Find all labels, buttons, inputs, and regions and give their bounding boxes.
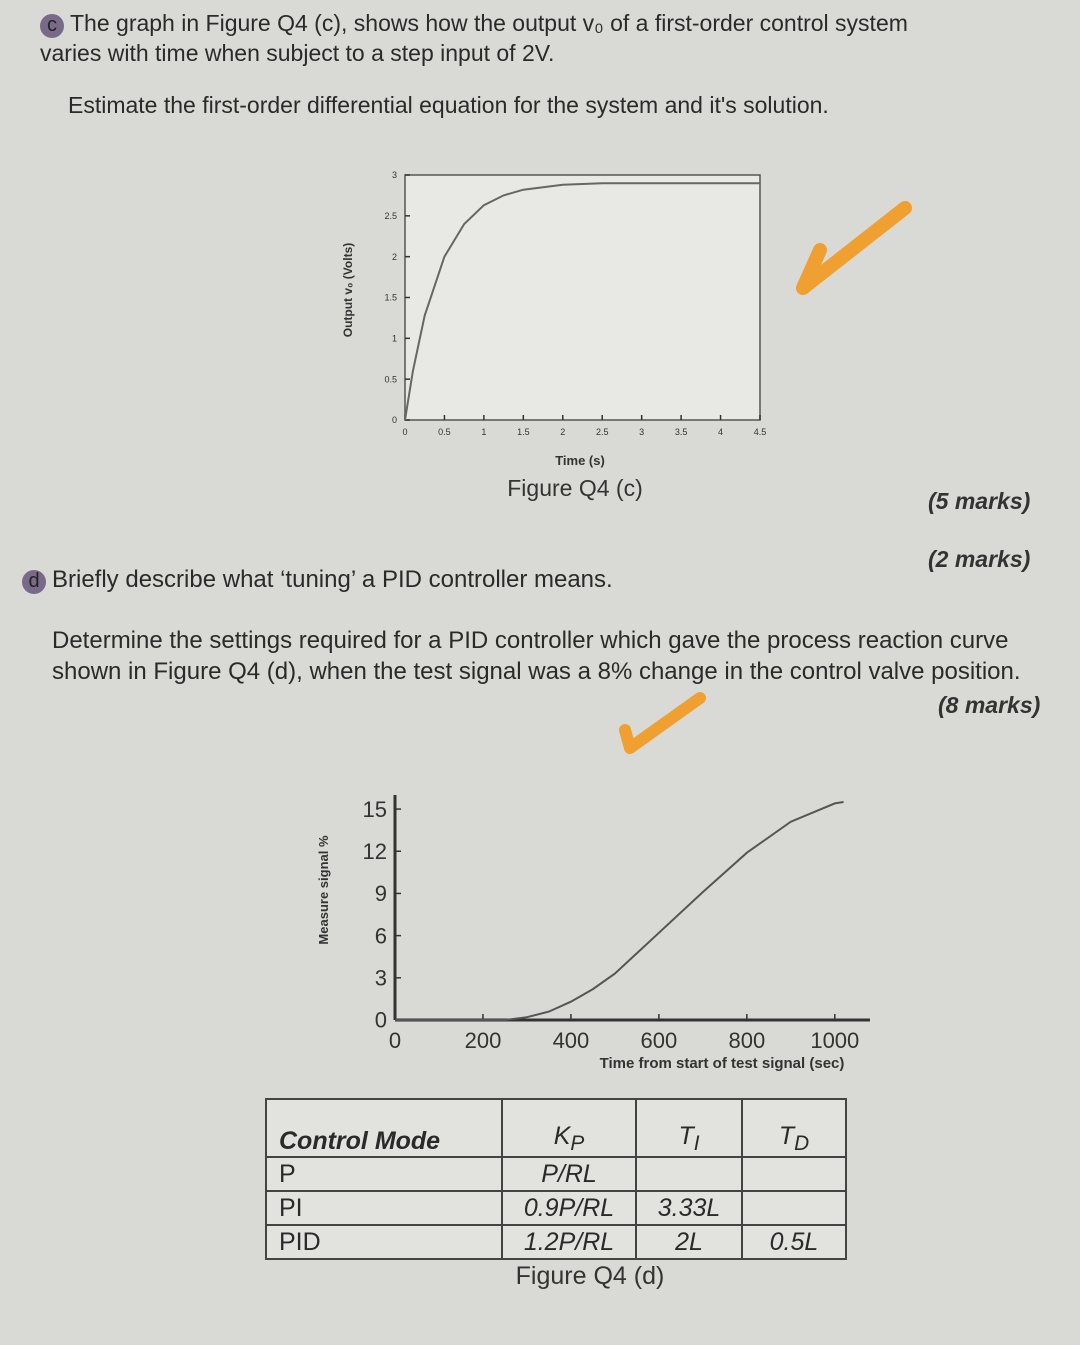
header-subscript: D	[794, 1132, 810, 1155]
x-tick-label: 600	[641, 1028, 678, 1053]
y-tick-label: 0	[392, 415, 397, 425]
x-tick-label: 4.5	[754, 427, 767, 437]
y-tick-label: 1	[392, 333, 397, 343]
table-cell: P/RL	[501, 1156, 637, 1192]
y-axis-label: Output v₀ (Volts)	[341, 243, 355, 338]
question-task: Determine the settings required for a PI…	[52, 627, 1021, 685]
x-tick-label: 2.5	[596, 427, 609, 437]
table-cell: 0.5L	[741, 1224, 847, 1260]
x-axis-label: Time (s)	[555, 453, 605, 468]
x-tick-label: 3	[639, 427, 644, 437]
table-row: P P/RL	[265, 1156, 847, 1192]
x-tick-label: 2	[560, 427, 565, 437]
x-tick-label: 0.5	[438, 427, 451, 437]
table-cell: 0.9P/RL	[501, 1190, 637, 1226]
settings-table: Control Mode KP TI TD P P/RL PI 0.9P/RL 3.33L PID…	[265, 1098, 847, 1260]
y-axis-label: Measure signal %	[316, 835, 331, 945]
table-cell: 3.33L	[635, 1190, 743, 1226]
question-text: Briefly describe what ‘tuning’ a PID con…	[52, 566, 613, 593]
question-label: d	[22, 570, 46, 594]
plot-frame	[404, 174, 761, 421]
table-cell: PID	[265, 1224, 503, 1260]
x-tick-label: 4	[718, 427, 723, 437]
x-tick-label: 800	[728, 1028, 765, 1053]
check-mark	[619, 692, 706, 754]
x-tick-label: 1.5	[517, 427, 530, 437]
table-row: PI 0.9P/RL 3.33L	[265, 1190, 847, 1226]
header-cell: Control Mode	[265, 1098, 503, 1158]
data-line	[404, 182, 760, 421]
table-header: Control Mode KP TI TD	[265, 1098, 847, 1158]
y-tick-label: 9	[375, 881, 387, 906]
x-tick-label: 1000	[810, 1028, 859, 1053]
table-cell: 2L	[635, 1224, 743, 1260]
x-tick-label: 0	[389, 1028, 401, 1053]
x-tick-label: 0	[402, 427, 407, 437]
data-line	[395, 801, 844, 1021]
x-tick-label: 3.5	[675, 427, 688, 437]
header-cell: TD	[741, 1098, 847, 1158]
question-text: The graph in Figure Q4 (c), shows how th…	[40, 10, 908, 66]
header-cell: TI	[635, 1098, 743, 1158]
header-subscript: I	[693, 1132, 700, 1155]
y-tick-label: 15	[363, 797, 387, 822]
x-tick-label: 400	[553, 1028, 590, 1053]
header-cell: KP	[501, 1098, 637, 1158]
table-cell: PI	[265, 1190, 503, 1226]
table-cell: P	[265, 1156, 503, 1192]
y-tick-label: 12	[363, 839, 387, 864]
y-tick-label: 6	[375, 923, 387, 948]
table-cell	[635, 1156, 743, 1192]
table-cell	[741, 1190, 847, 1226]
figure-caption: Figure Q4 (c)	[507, 475, 642, 501]
y-tick-label: 0	[375, 1008, 387, 1033]
header-subscript: P	[570, 1132, 585, 1155]
table-cell: 1.2P/RL	[501, 1224, 637, 1260]
header-symbol: T	[778, 1122, 795, 1150]
figure-caption: Figure Q4 (d)	[516, 1262, 665, 1290]
y-tick-label: 0.5	[384, 374, 397, 384]
check-mark	[796, 201, 912, 295]
header-symbol: K	[553, 1122, 571, 1150]
table-cell	[741, 1156, 847, 1192]
table-row: PID 1.2P/RL 2L 0.5L	[265, 1224, 847, 1260]
y-tick-label: 3	[392, 170, 397, 180]
marks: (2 marks)	[928, 546, 1031, 572]
x-tick-label: 200	[465, 1028, 502, 1053]
x-axis-label: Time from start of test signal (sec)	[600, 1055, 845, 1072]
marks: (5 marks)	[928, 488, 1031, 514]
question-label: c	[40, 14, 64, 38]
question-task: Estimate the first-order differential eq…	[68, 92, 829, 118]
y-tick-label: 1.5	[384, 293, 397, 303]
y-tick-label: 3	[375, 966, 387, 991]
question-c: c The graph in Figure Q4 (c), shows how t…	[40, 8, 940, 68]
y-tick-label: 2.5	[384, 211, 397, 221]
header-symbol: T	[678, 1122, 694, 1150]
x-tick-label: 1	[481, 427, 486, 437]
y-tick-label: 2	[392, 252, 397, 262]
question-d: d Briefly describe what ‘tuning’ a PID co…	[22, 566, 613, 594]
marks: (8 marks)	[938, 692, 1041, 718]
